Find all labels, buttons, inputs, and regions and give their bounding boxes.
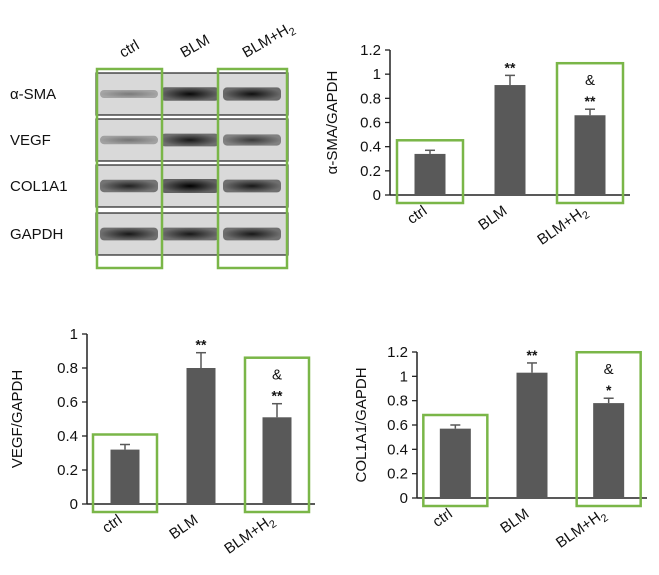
- lane-label-1: BLM: [178, 31, 213, 61]
- significance-label-2: *: [606, 382, 612, 398]
- y-tick-label: 0.8: [387, 393, 408, 410]
- category-label-2: BLM+H2: [534, 202, 592, 251]
- y-tick-label: 0.4: [387, 441, 408, 458]
- highlight-box-2: [575, 350, 642, 508]
- blot-band-1-0: [100, 135, 158, 145]
- blot-band-1-1: [161, 133, 219, 147]
- blot-row-label-0: α-SMA: [10, 86, 56, 103]
- blot-band-3-1: [161, 227, 219, 241]
- significance-label-2: **: [585, 93, 596, 109]
- secondary-significance-label-2: &: [604, 361, 614, 378]
- lane-label-2: BLM+H2: [240, 19, 299, 65]
- bar-1: [516, 372, 548, 498]
- highlight-box-2: [555, 61, 625, 205]
- highlight-box-0: [422, 413, 489, 508]
- highlight-box-ctrl-lane: [95, 67, 164, 270]
- y-tick-label: 1: [400, 368, 408, 385]
- highlight-box-blm-h2-lane: [216, 67, 289, 270]
- bar-2: [262, 417, 292, 504]
- bar-0: [439, 428, 471, 498]
- blot-row-label-1: VEGF: [10, 132, 51, 149]
- y-tick-label: 0: [70, 496, 78, 513]
- category-label-2: BLM+H2: [553, 505, 611, 554]
- bar-0: [414, 153, 446, 195]
- bar-1: [494, 85, 526, 195]
- y-tick-label: 1.2: [360, 42, 381, 59]
- significance-label-1: **: [505, 59, 516, 75]
- category-label-2: BLM+H2: [221, 511, 279, 560]
- category-label-0: ctrl: [404, 202, 430, 227]
- category-label-0: ctrl: [99, 511, 125, 536]
- y-tick-label: 0: [373, 187, 381, 204]
- blot-band-3-0: [100, 227, 158, 241]
- secondary-significance-label-2: &: [272, 367, 282, 384]
- vegf-chart: 0 0.2 0.4 0.6 0.8 1 VEGF/GAPDH ctrl ** BLM ** & BLM+…: [9, 326, 315, 560]
- y-tick-label: 0.8: [57, 360, 78, 377]
- blot-band-3-2: [223, 227, 281, 241]
- y-tick-label: 0.4: [57, 428, 78, 445]
- secondary-significance-label-2: &: [585, 72, 595, 89]
- y-tick-label: 0.2: [387, 466, 408, 483]
- blot-band-0-0: [100, 90, 158, 98]
- y-tick-label: 1.2: [387, 344, 408, 361]
- y-tick-label: 0.2: [57, 462, 78, 479]
- bar-1: [186, 368, 216, 504]
- blot-band-1-2: [223, 134, 281, 146]
- y-tick-label: 0: [400, 490, 408, 507]
- blot-band-2-0: [100, 179, 158, 193]
- y-tick-label: 0.2: [360, 163, 381, 180]
- category-label-1: BLM: [497, 505, 532, 537]
- lane-label-0: ctrl: [117, 37, 143, 62]
- bar-2: [574, 115, 606, 195]
- blot-row-label-3: GAPDH: [10, 226, 63, 243]
- highlight-box-2: [243, 356, 311, 514]
- significance-label-2: **: [272, 388, 283, 404]
- y-tick-label: 1: [70, 326, 78, 343]
- blot-band-0-2: [223, 87, 281, 101]
- category-label-0: ctrl: [429, 505, 455, 530]
- western-blot-panel: ctrl BLM BLM+H2 α-SMA VEGF COL1A1 GAPDH: [10, 19, 299, 270]
- y-tick-label: 0.6: [57, 394, 78, 411]
- blot-band-2-1: [161, 179, 219, 193]
- col1a1-chart: 0 0.2 0.4 0.6 0.8 1 1.2 COL1A1/GAPDH ctrl ** BLM * &…: [353, 344, 647, 554]
- significance-label-1: **: [196, 337, 207, 353]
- category-label-1: BLM: [475, 202, 510, 234]
- y-axis-label: VEGF/GAPDH: [9, 370, 26, 468]
- highlight-box-0: [91, 433, 159, 514]
- highlight-box-0: [395, 139, 465, 205]
- category-label-1: BLM: [166, 511, 201, 543]
- y-tick-label: 0.8: [360, 90, 381, 107]
- y-tick-label: 0.6: [360, 115, 381, 132]
- significance-label-1: **: [527, 347, 538, 363]
- y-axis-label: COL1A1/GAPDH: [353, 367, 370, 482]
- bar-0: [110, 449, 140, 504]
- y-axis-label: α-SMA/GAPDH: [324, 71, 341, 175]
- blot-band-2-2: [223, 179, 281, 193]
- bar-2: [593, 403, 625, 498]
- blot-band-0-1: [161, 87, 219, 101]
- alpha-sma-chart: 0 0.2 0.4 0.6 0.8 1 1.2 α-SMA/GAPDH ctrl ** BLM ** &…: [324, 42, 630, 251]
- y-tick-label: 0.6: [387, 417, 408, 434]
- y-tick-label: 1: [373, 66, 381, 83]
- blot-row-label-2: COL1A1: [10, 178, 68, 195]
- y-tick-label: 0.4: [360, 139, 381, 156]
